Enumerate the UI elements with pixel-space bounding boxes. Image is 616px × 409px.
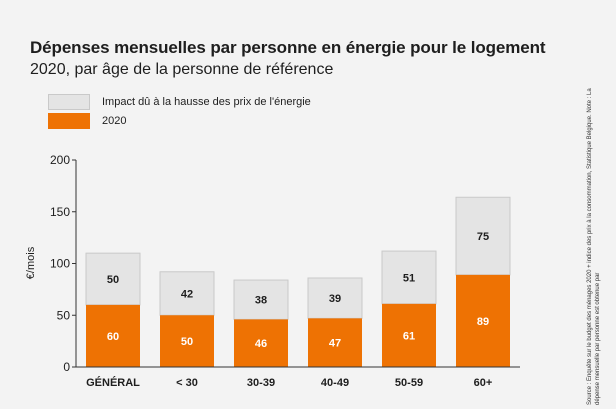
y-tick-label: 0 xyxy=(63,360,70,374)
data-label-2020: 46 xyxy=(255,338,267,350)
bar-2020 xyxy=(382,303,436,367)
bar-2020 xyxy=(308,318,362,367)
y-tick-label: 100 xyxy=(50,257,70,271)
bar-impact xyxy=(233,279,289,320)
legend-item-impact: Impact dû à la hausse des prix de l'éner… xyxy=(48,94,311,110)
bars: 50 60 42 50 38 46 39 47 51 61 75 89 xyxy=(85,196,511,367)
bar-2020 xyxy=(456,274,510,367)
data-label-impact: 42 xyxy=(181,289,193,301)
data-label-impact: 39 xyxy=(329,293,341,305)
x-tick-label: 50-59 xyxy=(395,377,423,389)
bar-2020 xyxy=(234,319,288,367)
source-note: Source : Enquête sur le budget des ménag… xyxy=(587,88,601,405)
y-axis-label: €/mois xyxy=(25,246,37,279)
y-axis: 0 50 100 150 200 xyxy=(50,153,77,374)
data-label-2020: 50 xyxy=(181,336,193,348)
legend-item-2020: 2020 xyxy=(48,113,126,129)
legend-label-impact: Impact dû à la hausse des prix de l'éner… xyxy=(102,96,311,108)
legend-label-2020: 2020 xyxy=(102,115,127,127)
y-tick-label: 150 xyxy=(50,205,70,219)
x-tick-label: 30-39 xyxy=(247,377,275,389)
y-tick-label: 200 xyxy=(50,153,70,167)
bar-impact xyxy=(381,250,437,305)
data-label-2020: 89 xyxy=(477,316,489,328)
x-tick-label: < 30 xyxy=(176,377,198,389)
bar-2020 xyxy=(86,304,140,367)
x-tick-label: GÉNÉRAL xyxy=(86,376,140,389)
data-label-impact: 51 xyxy=(403,272,415,284)
bar-2020 xyxy=(160,315,214,367)
chart-subtitle: 2020, par âge de la personne de référenc… xyxy=(30,61,334,78)
data-label-2020: 47 xyxy=(329,338,341,350)
data-label-impact: 38 xyxy=(255,295,267,307)
data-label-2020: 60 xyxy=(107,331,119,343)
data-label-impact: 50 xyxy=(107,274,119,286)
data-label-2020: 61 xyxy=(403,330,415,342)
legend-swatch-impact xyxy=(48,94,90,110)
x-tick-label: 60+ xyxy=(474,377,493,389)
x-tick-label: 40-49 xyxy=(321,377,349,389)
y-tick-label: 50 xyxy=(57,308,71,322)
bar-impact xyxy=(307,277,363,319)
x-axis: GÉNÉRAL < 30 30-39 40-49 50-59 60+ xyxy=(76,366,520,389)
legend-swatch-2020 xyxy=(48,113,90,129)
bar-impact xyxy=(455,196,511,276)
data-label-impact: 75 xyxy=(477,231,489,243)
chart-title: Dépenses mensuelles par personne en éner… xyxy=(30,38,546,57)
